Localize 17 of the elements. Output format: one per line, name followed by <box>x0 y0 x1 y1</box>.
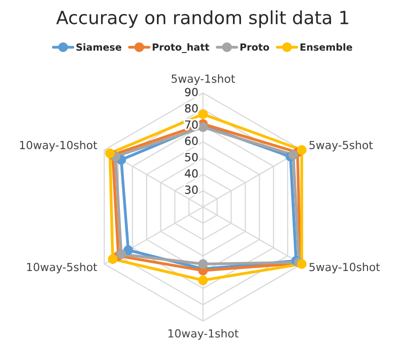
chart-title: Accuracy on random split data 1 <box>56 10 348 28</box>
y-tick-label: 80 <box>185 104 198 113</box>
y-tick-label: 40 <box>184 169 198 178</box>
spoke-label: 10way-10shot <box>20 140 98 152</box>
spoke-label: 5way-1shot <box>172 74 235 86</box>
legend-label: Siamese <box>76 43 122 51</box>
legend-label: Proto_hatt <box>152 43 210 53</box>
y-tick-label: 60 <box>185 136 198 146</box>
y-tick-label: 90 <box>185 88 198 96</box>
legend-label: Ensemble <box>300 43 352 51</box>
spoke-label: 10way-1shot <box>168 328 238 340</box>
spoke-label: 10way-5shot <box>27 262 98 274</box>
spoke-label: 5way-5shot <box>309 140 373 152</box>
spoke-label: 5way-10shot <box>309 262 380 274</box>
legend-label: Proto <box>240 44 270 51</box>
y-tick-label: 30 <box>185 186 198 194</box>
y-tick-label: 50 <box>185 152 198 162</box>
